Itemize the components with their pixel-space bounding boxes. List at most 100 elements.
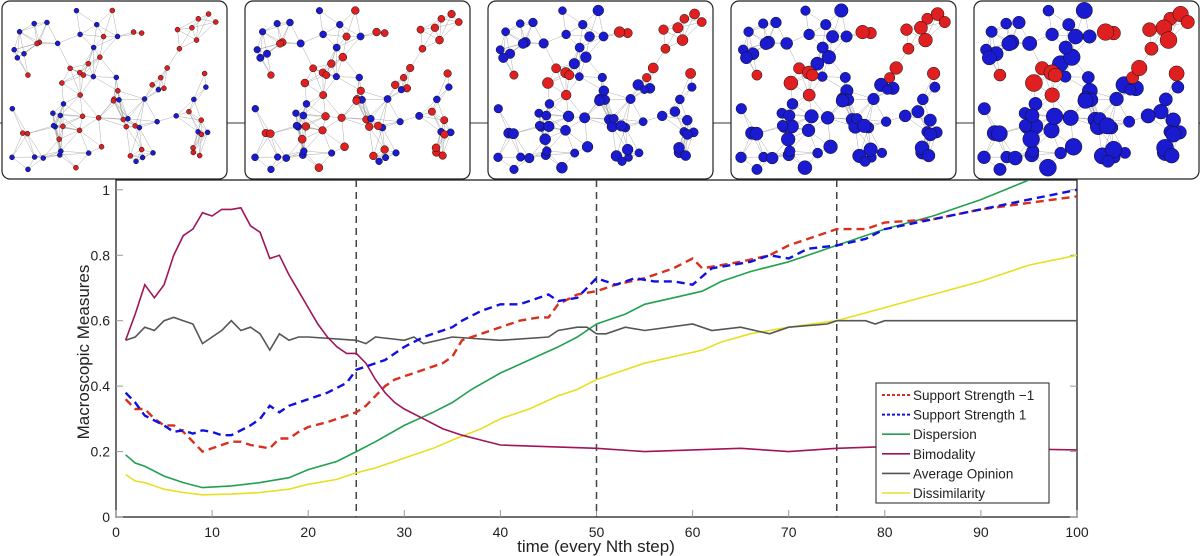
network-node — [993, 162, 1007, 176]
network-node — [60, 101, 67, 107]
network-node — [528, 17, 538, 28]
network-edge — [191, 13, 209, 28]
network-edge — [118, 98, 145, 101]
network-node — [123, 123, 130, 130]
network-edge — [27, 133, 44, 159]
network-edge — [11, 133, 23, 158]
network-node — [544, 99, 555, 109]
network-node — [640, 85, 649, 94]
network-node — [435, 35, 444, 45]
network-edge — [420, 18, 442, 30]
network-edge — [300, 43, 314, 69]
network-node — [56, 136, 62, 142]
series-line-support-strength-1 — [124, 195, 1077, 453]
network-edge — [254, 133, 266, 158]
network-node — [609, 114, 619, 124]
network-node — [538, 38, 549, 49]
network-node — [267, 71, 275, 79]
network-node — [11, 46, 17, 53]
network-node — [673, 142, 685, 154]
network-edge — [79, 130, 102, 147]
network-node — [328, 149, 336, 157]
network-node — [120, 116, 127, 123]
network-node — [338, 52, 348, 62]
network-node — [1044, 87, 1060, 103]
network-edge — [191, 21, 216, 28]
network-node — [598, 31, 609, 42]
network-node — [613, 26, 626, 38]
network-node — [400, 73, 408, 82]
network-edge — [62, 116, 83, 127]
network-edge — [98, 100, 114, 118]
network-edge — [61, 72, 80, 84]
network-node — [97, 54, 103, 60]
network-node — [812, 147, 823, 159]
network-edge — [188, 111, 199, 132]
network-node — [927, 66, 941, 81]
network-node — [930, 7, 945, 21]
network-node — [541, 110, 552, 121]
network-edge — [60, 94, 81, 116]
x-tick-label: 50 — [589, 524, 605, 540]
network-edge — [419, 115, 442, 132]
network-node — [751, 163, 763, 175]
network-edge — [79, 95, 83, 117]
network-edge — [322, 130, 332, 154]
network-edge — [139, 127, 142, 150]
network-node — [193, 37, 200, 43]
network-edge — [76, 10, 81, 35]
network-edge — [58, 115, 61, 140]
network-node — [889, 61, 903, 75]
network-node — [355, 73, 363, 82]
network-node — [396, 118, 404, 126]
network-node — [900, 23, 913, 36]
network-node — [34, 40, 40, 47]
network-node — [517, 38, 529, 49]
network-edge — [369, 126, 374, 156]
network-node — [749, 126, 764, 141]
network-node — [190, 145, 196, 151]
network-node — [981, 50, 997, 66]
network-node — [1153, 103, 1169, 120]
network-node — [1096, 23, 1115, 41]
network-node — [834, 3, 849, 18]
network-node — [263, 49, 271, 58]
network-edge — [99, 36, 118, 58]
network-edge — [546, 150, 575, 154]
network-node — [415, 111, 424, 120]
network-node — [855, 24, 870, 40]
network-edge — [176, 115, 199, 132]
legend: Support Strength −1 Support Strength 1 Dis… — [875, 382, 1050, 504]
network-node — [776, 120, 789, 132]
network-edge — [93, 76, 118, 91]
network-node — [823, 139, 838, 154]
network-node — [116, 97, 122, 103]
network-edge — [419, 99, 437, 117]
network-node — [1158, 92, 1173, 107]
x-tick-label: 10 — [204, 524, 220, 540]
network-node — [397, 86, 405, 94]
network-edge — [80, 34, 104, 37]
network-node — [898, 109, 912, 123]
network-node — [570, 148, 580, 158]
network-edge — [436, 73, 448, 100]
network-node — [352, 96, 361, 105]
network-edge — [177, 29, 180, 49]
network-node — [1022, 130, 1040, 148]
network-node — [447, 9, 456, 19]
network-snapshot-panel — [730, 0, 957, 180]
network-node — [1058, 40, 1073, 55]
network-node — [816, 41, 829, 54]
network-node — [681, 114, 693, 126]
network-edge — [130, 127, 140, 156]
network-edge — [613, 118, 644, 122]
network-node — [198, 117, 204, 123]
network-edge — [80, 24, 97, 35]
network-node — [689, 8, 700, 20]
network-node — [186, 108, 192, 115]
network-edge — [163, 67, 168, 89]
network-edge — [130, 152, 154, 157]
network-node — [867, 92, 880, 106]
network-node — [524, 153, 535, 164]
network-node — [391, 80, 400, 90]
